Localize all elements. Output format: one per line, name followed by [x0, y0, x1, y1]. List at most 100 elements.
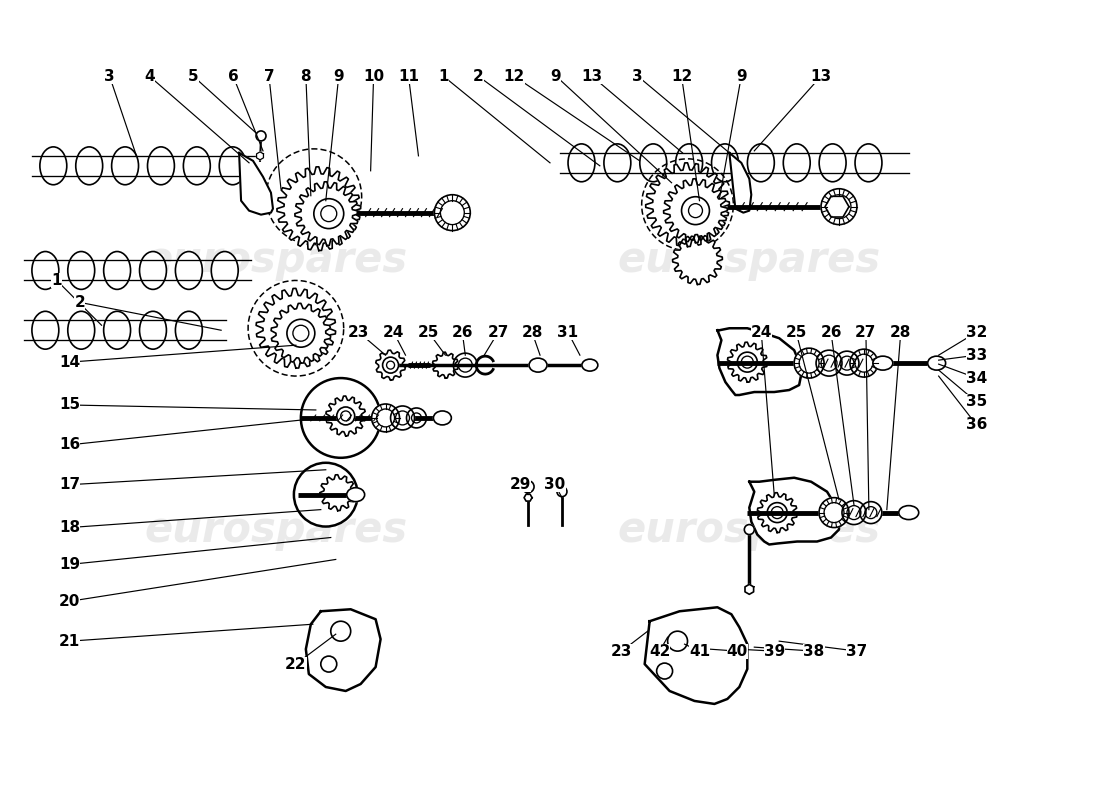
- Text: 24: 24: [750, 325, 772, 340]
- Circle shape: [767, 502, 788, 522]
- Ellipse shape: [927, 356, 946, 370]
- Polygon shape: [672, 234, 723, 285]
- Ellipse shape: [147, 147, 175, 185]
- Text: 13: 13: [581, 69, 603, 84]
- Polygon shape: [320, 474, 355, 510]
- Polygon shape: [745, 584, 754, 594]
- Text: 1: 1: [438, 69, 449, 84]
- Polygon shape: [646, 163, 729, 246]
- Text: 41: 41: [689, 644, 710, 658]
- Circle shape: [294, 462, 358, 526]
- Ellipse shape: [68, 311, 95, 349]
- Text: 22: 22: [285, 657, 307, 671]
- Polygon shape: [256, 288, 336, 368]
- Polygon shape: [256, 152, 264, 160]
- Circle shape: [668, 631, 688, 651]
- Text: 16: 16: [59, 438, 80, 452]
- Text: 40: 40: [727, 644, 748, 658]
- Circle shape: [860, 502, 882, 523]
- Circle shape: [794, 348, 824, 378]
- Text: 11: 11: [398, 69, 419, 84]
- Circle shape: [682, 197, 710, 225]
- Circle shape: [850, 349, 878, 377]
- Text: 33: 33: [966, 348, 987, 362]
- Ellipse shape: [219, 147, 246, 185]
- Ellipse shape: [820, 144, 846, 182]
- Text: 26: 26: [821, 325, 842, 340]
- Text: 34: 34: [966, 370, 987, 386]
- Ellipse shape: [68, 251, 95, 290]
- Text: 20: 20: [59, 594, 80, 609]
- Ellipse shape: [111, 147, 139, 185]
- Ellipse shape: [32, 311, 58, 349]
- Text: 3: 3: [104, 69, 114, 84]
- Text: 12: 12: [504, 69, 525, 84]
- Circle shape: [820, 498, 849, 527]
- Text: 36: 36: [966, 418, 987, 433]
- Text: 14: 14: [59, 354, 80, 370]
- Text: 12: 12: [671, 69, 692, 84]
- Ellipse shape: [140, 311, 166, 349]
- Circle shape: [737, 352, 757, 372]
- Text: 9: 9: [736, 69, 747, 84]
- Text: 23: 23: [348, 325, 370, 340]
- Text: 9: 9: [333, 69, 344, 84]
- Polygon shape: [717, 328, 801, 395]
- Text: 26: 26: [452, 325, 473, 340]
- Ellipse shape: [103, 251, 131, 290]
- Text: 18: 18: [59, 520, 80, 535]
- Text: 29: 29: [509, 478, 531, 492]
- Text: 5: 5: [188, 69, 199, 84]
- Text: 9: 9: [551, 69, 561, 84]
- Circle shape: [314, 198, 343, 229]
- Ellipse shape: [211, 251, 239, 290]
- Ellipse shape: [32, 251, 58, 290]
- Circle shape: [745, 525, 755, 534]
- Text: 35: 35: [966, 394, 987, 410]
- Circle shape: [835, 351, 859, 375]
- Ellipse shape: [604, 144, 630, 182]
- Ellipse shape: [855, 144, 882, 182]
- Circle shape: [657, 663, 672, 679]
- Text: 21: 21: [59, 634, 80, 649]
- Circle shape: [522, 481, 535, 493]
- Text: 13: 13: [811, 69, 832, 84]
- Text: eurospares: eurospares: [618, 509, 881, 550]
- Ellipse shape: [529, 358, 547, 372]
- Text: 38: 38: [803, 644, 825, 658]
- Text: 2: 2: [473, 69, 484, 84]
- Text: 32: 32: [966, 325, 987, 340]
- Ellipse shape: [76, 147, 102, 185]
- Text: eurospares: eurospares: [144, 239, 407, 282]
- Circle shape: [434, 194, 471, 230]
- Circle shape: [301, 378, 381, 458]
- Circle shape: [390, 406, 415, 430]
- Ellipse shape: [899, 506, 918, 519]
- Ellipse shape: [747, 144, 774, 182]
- Circle shape: [383, 357, 398, 373]
- Text: 6: 6: [228, 69, 239, 84]
- Text: 28: 28: [521, 325, 542, 340]
- Ellipse shape: [175, 251, 202, 290]
- Polygon shape: [271, 303, 331, 363]
- Circle shape: [407, 408, 427, 428]
- Polygon shape: [749, 478, 839, 545]
- Text: 17: 17: [59, 478, 80, 492]
- Circle shape: [331, 622, 351, 641]
- Text: 27: 27: [855, 325, 877, 340]
- Polygon shape: [306, 610, 381, 691]
- Polygon shape: [376, 350, 405, 380]
- Ellipse shape: [103, 311, 131, 349]
- Circle shape: [337, 407, 354, 425]
- Text: 3: 3: [632, 69, 644, 84]
- Ellipse shape: [184, 147, 210, 185]
- Circle shape: [372, 404, 399, 432]
- Circle shape: [842, 501, 866, 525]
- Text: 2: 2: [75, 295, 85, 310]
- Text: eurospares: eurospares: [618, 239, 881, 282]
- Text: 27: 27: [487, 325, 509, 340]
- Text: 7: 7: [264, 69, 274, 84]
- Circle shape: [287, 319, 315, 347]
- Text: eurospares: eurospares: [144, 509, 407, 550]
- Polygon shape: [432, 352, 459, 378]
